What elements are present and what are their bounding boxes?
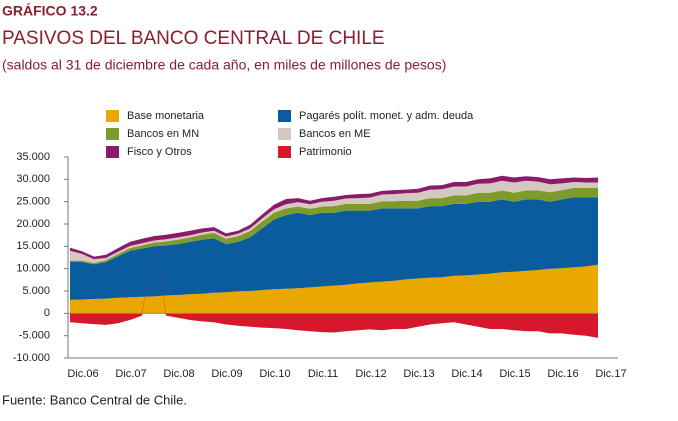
y-tick-label: -10.000 [13,352,50,364]
area [70,197,598,300]
x-tick-label: Dic.11 [308,368,338,380]
x-tick-label: Dic.16 [547,368,578,380]
area [70,234,598,338]
x-tick-label: Dic.13 [403,368,434,380]
y-tick-label: 0 [44,307,50,319]
x-tick-label: Dic.14 [451,368,482,380]
legend-label: Bancos en MN [127,128,199,140]
y-tick-label: 25.000 [16,196,50,208]
y-tick-label: 10.000 [16,263,50,275]
legend-swatch [278,128,291,140]
area [70,264,598,314]
x-tick-label: Dic.08 [163,368,194,380]
x-tick-label: Dic.12 [355,368,386,380]
legend-swatch [278,146,291,158]
y-tick-label: 20.000 [16,218,50,230]
chart-subtitle: (saldos al 31 de diciembre de cada año, … [2,57,446,73]
legend-swatch [106,110,119,122]
y-tick-label: -5.000 [19,330,50,342]
area [70,187,598,265]
x-tick-label: Dic.17 [595,368,626,380]
legend-swatch [278,110,291,122]
chart-title: PASIVOS DEL BANCO CENTRAL DE CHILE [2,28,385,49]
chart-source: Fuente: Banco Central de Chile. [2,392,187,407]
legend-label: Fisco y Otros [127,146,192,158]
area [70,180,598,263]
x-tick-label: Dic.09 [211,368,242,380]
legend-label: Base monetaria [127,110,205,122]
x-tick-label: Dic.07 [115,368,146,380]
x-tick-label: Dic.10 [259,368,290,380]
y-tick-label: 15.000 [16,240,50,252]
chart-kicker: GRÁFICO 13.2 [2,3,98,19]
legend-swatch [106,128,119,140]
legend-swatch [106,146,119,158]
y-tick-label: 35.000 [16,151,50,163]
legend-label: Patrimonio [299,146,352,158]
y-tick-label: 30.000 [16,173,50,185]
x-tick-label: Dic.15 [499,368,530,380]
x-tick-label: Dic.06 [67,368,98,380]
legend-label: Pagarés polít. monet. y adm. deuda [299,110,474,122]
legend-label: Bancos en ME [299,128,371,140]
y-tick-label: 5.000 [22,285,50,297]
